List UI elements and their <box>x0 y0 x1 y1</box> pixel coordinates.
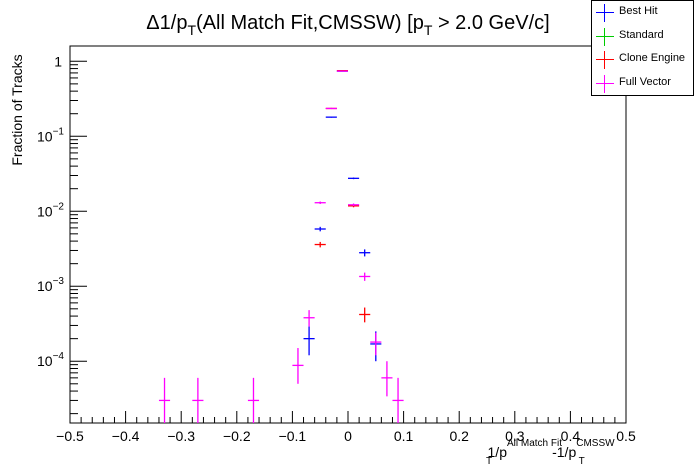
legend-marker-icon <box>596 2 614 24</box>
data-point <box>314 226 326 232</box>
data-point <box>292 348 304 384</box>
data-point <box>348 177 360 180</box>
series-full-vector <box>158 70 404 423</box>
x-tick-label: 0.5 <box>616 428 636 444</box>
y-tick-label: 10−2 <box>37 201 64 219</box>
legend-entry: Best Hit <box>592 2 693 24</box>
y-tick-label: 1 <box>54 53 62 69</box>
legend-label: Standard <box>619 28 664 41</box>
x-tick-label: 0.1 <box>394 428 414 444</box>
series-clone-engine <box>314 70 371 323</box>
xlabel-a: 1/p <box>488 444 508 460</box>
y-axis-label: Fraction of Tracks <box>9 54 25 165</box>
data-point <box>359 249 371 257</box>
data-point <box>359 272 371 281</box>
data-point <box>370 332 382 356</box>
x-tick-label: 0.4 <box>561 428 581 444</box>
x-tick-label: −0.4 <box>112 428 140 444</box>
legend-entry: Standard <box>592 26 693 48</box>
x-tick-label: 0.2 <box>449 428 469 444</box>
y-tick-label: 10−1 <box>37 126 64 144</box>
data-points <box>158 70 404 423</box>
xlabel-a-sub: T <box>486 456 492 467</box>
data-point <box>381 361 393 397</box>
data-point <box>158 377 171 423</box>
data-point <box>303 310 315 327</box>
legend-marker-icon <box>596 26 614 48</box>
xlabel-b: -1/p <box>552 444 576 460</box>
data-point <box>192 377 204 423</box>
y-tick-label: 10−4 <box>37 351 64 369</box>
xlabel-b-sup: CMSSW <box>576 438 615 449</box>
x-axis-label: 1/pAll Match Fit T-1/pCMSSW T <box>486 438 615 467</box>
xlabel-a-sup: All Match Fit <box>507 438 562 449</box>
series-best-hit <box>303 70 382 362</box>
data-point <box>314 241 326 248</box>
legend-marker-icon <box>596 49 614 71</box>
legend: Best Hit Standard Clone Engine Full Vector <box>591 0 694 96</box>
chart-title: Δ1/pT(All Match Fit,CMSSW) [pT > 2.0 GeV… <box>146 12 549 38</box>
data-point <box>392 377 404 423</box>
legend-label: Full Vector <box>619 75 671 88</box>
data-point <box>348 203 360 207</box>
data-point <box>325 116 337 118</box>
title-mid: (All Match Fit,CMSSW) [p <box>196 12 424 34</box>
legend-label: Clone Engine <box>619 52 686 64</box>
title-sub2: T <box>424 22 433 38</box>
legend-label: Best Hit <box>619 5 658 17</box>
legend-entry: Clone Engine <box>592 49 693 71</box>
legend-entry: Full Vector <box>592 73 693 95</box>
title-sub1: T <box>187 22 196 38</box>
xlabel-b-sub: T <box>579 456 585 467</box>
data-point <box>314 201 326 204</box>
y-tick-label: 10−3 <box>37 276 64 294</box>
x-tick-label: −0.2 <box>223 428 251 444</box>
data-point <box>247 377 260 423</box>
data-point <box>325 107 337 110</box>
x-tick-label: 0 <box>344 428 352 444</box>
y-axis-ticks: 1 10−1 10−2 10−3 10−4 <box>37 53 87 415</box>
title-end: > 2.0 GeV/c] <box>432 12 549 34</box>
data-point <box>303 326 315 356</box>
x-tick-label: −0.1 <box>279 428 307 444</box>
title-main: Δ1/p <box>146 12 187 34</box>
legend-marker-icon <box>596 73 614 95</box>
data-point <box>359 307 371 323</box>
plot-frame <box>69 45 627 424</box>
x-tick-label: −0.3 <box>167 428 195 444</box>
x-tick-label: −0.5 <box>56 428 84 444</box>
axes-box <box>69 45 627 424</box>
x-tick-label: 0.3 <box>505 428 525 444</box>
x-axis-ticks: −0.5 −0.4 −0.3 −0.2 −0.1 0 0.1 0.2 0.3 0.4 0.5 <box>56 411 636 444</box>
